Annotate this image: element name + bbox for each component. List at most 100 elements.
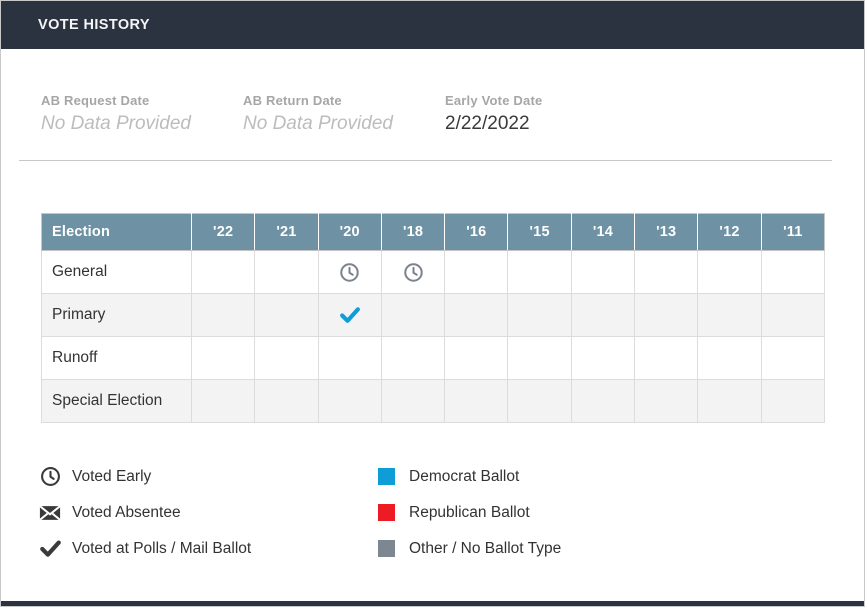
row-label: General [41,250,192,294]
table-row: Special Election [41,379,826,423]
column-header-year: '20 [318,213,382,251]
legend-item-other-ballot: Other / No Ballot Type [376,537,864,560]
vote-cell [634,293,699,337]
vote-cell [634,250,699,294]
vote-cell [760,293,826,337]
panel-header: VOTE HISTORY [1,1,864,49]
divider [19,160,832,161]
field-ab-return-date: AB Return Date No Data Provided [243,93,445,135]
clock-icon [39,466,61,488]
vote-cell [317,250,382,294]
vote-cell [697,293,762,337]
vote-cell [507,379,572,423]
table-row: General [41,250,826,294]
vote-cell [254,250,319,294]
column-header-election: Election [41,213,192,251]
vote-cell [254,336,319,380]
field-ab-request-date: AB Request Date No Data Provided [41,93,243,135]
field-value: No Data Provided [41,113,191,134]
legend-item-republican-ballot: Republican Ballot [376,501,864,524]
table-row: Primary [41,293,826,337]
legend-label: Democrat Ballot [409,467,520,485]
check-icon [39,538,61,560]
column-header-year: '15 [507,213,572,251]
legend-label: Republican Ballot [409,503,530,521]
vote-cell [570,379,636,423]
column-header-year: '22 [191,213,256,251]
column-header-year: '13 [634,213,699,251]
vote-cell [697,250,762,294]
clock-icon [403,262,423,282]
vote-cell [570,293,636,337]
vote-cell [507,250,572,294]
vote-cell [317,379,382,423]
vote-cell [697,336,762,380]
next-section-header-edge [1,601,864,606]
democrat-swatch [378,468,395,485]
column-header-year: '12 [697,213,762,251]
vote-cell [570,336,636,380]
vote-cell [760,250,826,294]
vote-cell [380,379,446,423]
table-header-row: Election '22'21'20'18'16'15'14'13'12'11 [41,213,826,251]
legend: Voted Early Voted Absentee Voted at Poll… [39,465,864,560]
vote-cell [254,379,319,423]
vote-cell [697,379,762,423]
field-early-vote-date: Early Vote Date 2/22/2022 [445,93,647,135]
legend-symbols: Voted Early Voted Absentee Voted at Poll… [39,465,376,560]
legend-item-voted-early: Voted Early [39,465,376,488]
envelope-icon [39,502,61,524]
vote-cell [190,379,256,423]
vote-cell [444,379,509,423]
vote-cell [634,379,699,423]
row-label: Special Election [41,379,192,423]
check-icon [339,307,360,323]
field-value: 2/22/2022 [445,113,530,134]
legend-label: Voted at Polls / Mail Ballot [72,539,252,557]
vote-cell [634,336,699,380]
legend-item-voted-at-polls: Voted at Polls / Mail Ballot [39,537,376,560]
row-label: Runoff [41,336,192,380]
republican-swatch [378,504,395,521]
vote-cell [444,250,509,294]
vote-cell [380,336,446,380]
vote-cell [444,336,509,380]
column-header-year: '16 [444,213,509,251]
table-row: Runoff [41,336,826,380]
vote-cell [444,293,509,337]
column-header-year: '14 [571,213,636,251]
vote-history-table: Election '22'21'20'18'16'15'14'13'12'11 Ge… [41,213,826,423]
vote-cell [380,250,446,294]
field-label: Early Vote Date [445,93,543,108]
vote-cell [507,336,572,380]
legend-label: Voted Early [72,467,152,485]
vote-cell [190,336,256,380]
vote-cell [190,293,256,337]
vote-cell [507,293,572,337]
field-value: No Data Provided [243,113,393,134]
clock-icon [340,262,359,282]
column-header-year: '11 [761,213,826,251]
vote-cell [380,293,446,337]
column-header-year: '21 [254,213,319,251]
panel-title: VOTE HISTORY [38,17,150,33]
other-swatch [378,540,395,557]
vote-cell [254,293,319,337]
field-label: AB Return Date [243,93,342,108]
vote-cell [760,379,826,423]
vote-cell [317,336,382,380]
legend-item-democrat-ballot: Democrat Ballot [376,465,864,488]
row-label: Primary [41,293,192,337]
column-header-year: '18 [381,213,446,251]
legend-item-voted-absentee: Voted Absentee [39,501,376,524]
vote-cell [317,293,382,337]
vote-cell [570,250,636,294]
legend-ballots: Democrat Ballot Republican Ballot Other … [376,465,864,560]
vote-cell [190,250,256,294]
field-label: AB Request Date [41,93,150,108]
vote-cell [760,336,826,380]
legend-label: Other / No Ballot Type [409,539,562,557]
summary-fields: AB Request Date No Data Provided AB Retu… [41,93,864,135]
legend-label: Voted Absentee [72,503,181,521]
